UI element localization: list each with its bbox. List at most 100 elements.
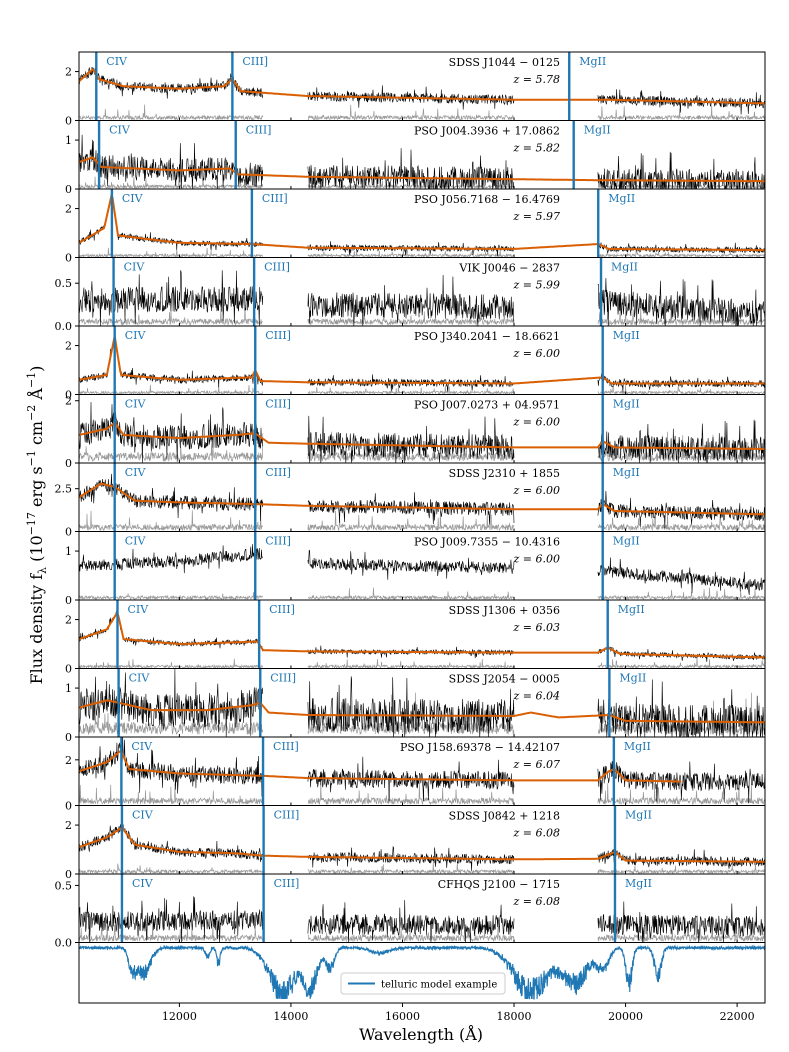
panel-frame [78, 257, 766, 327]
panel-redshift: z = 5.99 [513, 279, 561, 292]
x-tick-label: 20000 [608, 1010, 643, 1023]
spectrum-panel: CIV CIII] MgII SDSS J2310 + 1855 z = 6.00 0 2.… [55, 462, 766, 539]
y-tick-label: 2 [65, 66, 72, 79]
panel-quasar-name: CFHQS J2100 − 1715 [438, 878, 560, 891]
ylabel-open: (10 [27, 535, 46, 567]
y-tick-label: 0 [65, 800, 72, 813]
noise-spectrum [79, 657, 765, 669]
noise-spectrum [79, 587, 765, 600]
ciii-line-label: CIII] [246, 124, 272, 137]
civ-line-label: CIV [132, 809, 154, 822]
noise-spectrum [79, 780, 765, 806]
civ-line-label: CIV [125, 329, 147, 342]
flux-spectrum [79, 270, 765, 326]
panel-plot-area [79, 823, 765, 874]
panel-redshift: z = 5.97 [513, 210, 561, 223]
panel-quasar-name: PSO J056.7168 − 16.4769 [414, 193, 560, 206]
panel-frame [78, 51, 766, 121]
ciii-line-label: CIII] [270, 672, 296, 685]
y-tick-label: 0 [65, 526, 72, 539]
flux-spectrum [79, 67, 765, 115]
telluric-frame [78, 942, 766, 1004]
ylabel-exp2: −1 [25, 450, 38, 466]
model-fit [79, 335, 765, 385]
flux-spectrum [79, 668, 765, 737]
panel-quasar-name: SDSS J1306 + 0356 [449, 604, 560, 617]
model-fit [79, 611, 765, 659]
y-tick-label: 2 [65, 340, 72, 353]
y-tick-label: 0 [65, 252, 72, 265]
y-tick-label: 2 [65, 819, 72, 832]
model-fit [79, 156, 765, 183]
ciii-line-label: CIII] [265, 535, 291, 548]
ciii-line-label: CIII] [269, 603, 295, 616]
mgii-line-label: MgII [608, 192, 635, 205]
y-tick-label: 2.5 [55, 483, 73, 496]
legend-label: telluric model example [381, 980, 497, 991]
panel-plot-area [79, 896, 765, 943]
ylabel-exp4: −1 [25, 372, 38, 388]
y-tick-label: 0 [65, 183, 72, 196]
panel-frame [78, 599, 766, 669]
y-tick-label: 0 [65, 115, 72, 128]
mgii-line-label: MgII [613, 466, 640, 479]
y-tick-label: 0 [65, 868, 72, 881]
panel-plot-area [79, 270, 765, 326]
y-tick-label: 0.0 [55, 937, 73, 950]
panel-plot-area [79, 544, 765, 600]
spectrum-panel: CIV CIII] MgII PSO J056.7168 − 16.4769 z = 5… [65, 188, 766, 265]
y-tick-label: 0.5 [55, 879, 73, 892]
ylabel-close: ) [27, 366, 46, 372]
ciii-line-label: CIII] [274, 809, 300, 822]
ylabel-exp1: −17 [25, 512, 38, 535]
flux-spectrum [79, 544, 765, 595]
panel-quasar-name: PSO J004.3936 + 17.0862 [414, 125, 560, 138]
civ-line-label: CIV [106, 55, 128, 68]
spectrum-panel: CIV CIII] MgII PSO J009.7355 − 10.4316 z = 6… [65, 531, 766, 607]
y-tick-label: 1 [65, 134, 72, 147]
mgii-line-label: MgII [613, 398, 640, 411]
x-tick-label: 22000 [720, 1010, 755, 1023]
spectrum-panel: CIV CIII] MgII PSO J158.69378 − 14.42107 z =… [65, 736, 766, 813]
panel-plot-area [79, 473, 765, 532]
civ-line-label: CIV [125, 398, 147, 411]
civ-line-label: CIV [109, 124, 131, 137]
noise-spectrum [79, 508, 765, 532]
mgii-line-label: MgII [584, 124, 611, 137]
mgii-line-label: MgII [613, 329, 640, 342]
ciii-line-label: CIII] [273, 740, 299, 753]
spectrum-panel: CIV CIII] MgII SDSS J2054 − 0005 z = 6.04 0 1 [65, 668, 766, 744]
panel-plot-area [79, 134, 765, 189]
panel-redshift: z = 6.04 [513, 690, 561, 703]
mgii-line-label: MgII [611, 261, 638, 274]
noise-spectrum [79, 104, 765, 121]
y-tick-label: 2 [65, 614, 72, 627]
model-fit [79, 749, 682, 783]
panel-frame [78, 462, 766, 532]
spectrum-panel: CIV CIII] MgII CFHQS J2100 − 1715 z = 6.08 0.… [55, 873, 766, 950]
legend: telluric model example [340, 972, 506, 995]
flux-spectrum [79, 896, 765, 943]
panel-quasar-name: SDSS J2310 + 1855 [449, 467, 560, 480]
telluric-transmission [79, 944, 765, 1000]
x-tick-label: 18000 [497, 1010, 532, 1023]
ylabel-exp3: −2 [25, 405, 38, 421]
civ-line-label: CIV [131, 740, 153, 753]
y-tick-label: 2 [65, 203, 72, 216]
y-tick-label: 0.5 [55, 277, 73, 290]
noise-spectrum [79, 919, 765, 943]
civ-line-label: CIV [132, 877, 154, 890]
y-tick-label: 1 [65, 545, 72, 558]
y-tick-label: 0 [65, 663, 72, 676]
y-tick-label: 0 [65, 457, 72, 470]
panel-quasar-name: SDSS J0842 + 1218 [449, 810, 560, 823]
x-tick-label: 16000 [385, 1010, 420, 1023]
mgii-line-label: MgII [624, 740, 651, 753]
panel-redshift: z = 6.00 [513, 347, 561, 360]
civ-line-label: CIV [124, 261, 146, 274]
legend-box [340, 972, 506, 995]
model-fit [79, 68, 765, 105]
ciii-line-label: CIII] [264, 261, 290, 274]
y-tick-label: 1 [65, 682, 72, 695]
